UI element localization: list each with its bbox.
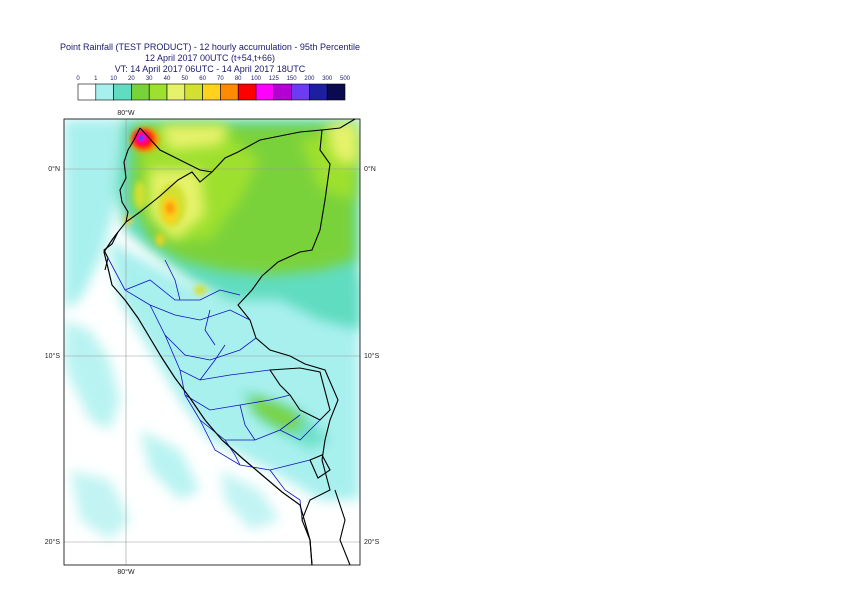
lat-label-right-1: 10°S	[364, 352, 380, 360]
map-title: Point Rainfall (TEST PRODUCT) - 12 hourl…	[60, 42, 360, 52]
legend-threshold-label: 200	[304, 76, 315, 82]
legend-threshold-label: 70	[217, 76, 224, 82]
legend-threshold-label: 10	[110, 76, 117, 82]
map-frame	[63, 118, 361, 566]
legend-threshold-label: 50	[181, 76, 188, 82]
legend-threshold-label: 1	[94, 76, 98, 82]
graticule	[64, 119, 360, 565]
legend-threshold-label: 20	[128, 76, 135, 82]
lon-label-top: 80°W	[117, 109, 135, 117]
legend-threshold-label: 80	[235, 76, 242, 82]
legend-threshold-label: 30	[146, 76, 153, 82]
lat-label-left-1: 10°S	[45, 352, 61, 360]
legend-threshold-label: 100	[251, 76, 262, 82]
lat-label-right-2: 20°S	[364, 538, 380, 546]
coastline	[103, 231, 313, 566]
map-subtitle-run: 12 April 2017 00UTC (t+54,t+66)	[144, 53, 276, 63]
lon-label-bottom: 80°W	[117, 568, 135, 576]
country-borders	[103, 118, 356, 566]
legend-threshold-label: 0	[76, 76, 80, 82]
color-legend: 0 1 10 20 30 40 50 60 70 80 100 125 150 200 300 500	[76, 76, 351, 101]
legend-threshold-label: 500	[340, 76, 351, 82]
map-subtitle-validity: VT: 14 April 2017 06UTC - 14 April 2017 …	[114, 64, 306, 74]
legend-swatch	[326, 83, 346, 101]
lat-label-right-0: 0°N	[364, 165, 376, 173]
legend-threshold-label: 125	[269, 76, 280, 82]
legend-threshold-label: 40	[164, 76, 171, 82]
lat-label-left-2: 20°S	[45, 538, 61, 546]
region-borders	[107, 257, 321, 521]
legend-threshold-label: 150	[287, 76, 298, 82]
rainfall-field	[64, 119, 360, 565]
legend-threshold-label: 60	[199, 76, 206, 82]
lat-label-left-0: 0°N	[48, 165, 60, 173]
legend-threshold-label: 300	[322, 76, 333, 82]
